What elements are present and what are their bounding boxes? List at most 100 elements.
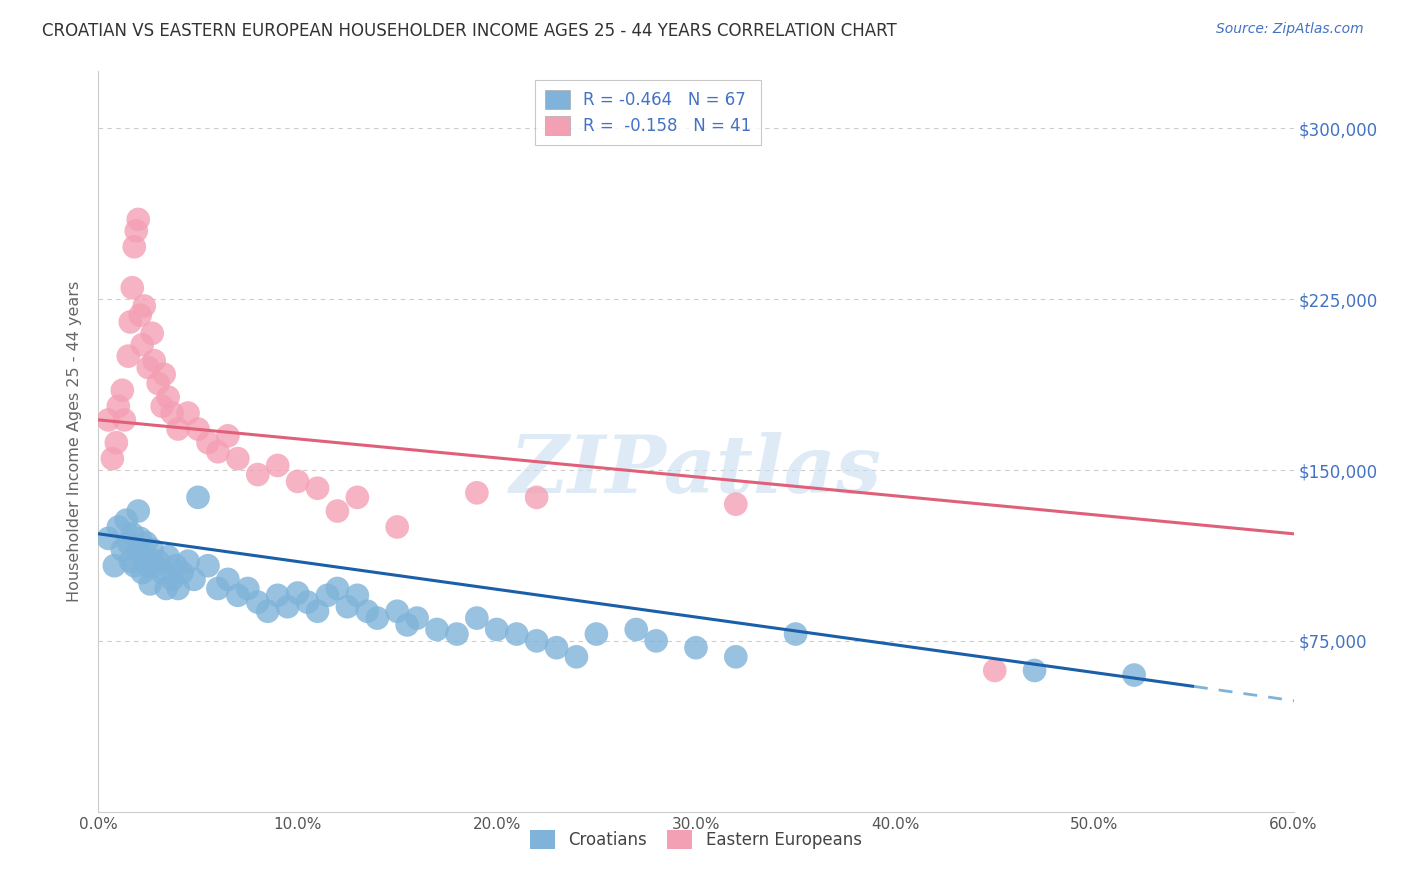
Point bbox=[385, 520, 409, 534]
Point bbox=[136, 360, 159, 375]
Point bbox=[546, 640, 568, 655]
Point bbox=[105, 435, 128, 450]
Point bbox=[326, 582, 349, 596]
Text: Source: ZipAtlas.com: Source: ZipAtlas.com bbox=[1216, 22, 1364, 37]
Text: CROATIAN VS EASTERN EUROPEAN HOUSEHOLDER INCOME AGES 25 - 44 YEARS CORRELATION C: CROATIAN VS EASTERN EUROPEAN HOUSEHOLDER… bbox=[42, 22, 897, 40]
Point bbox=[143, 353, 166, 368]
Point bbox=[150, 566, 173, 580]
Point bbox=[197, 558, 219, 573]
Point bbox=[111, 542, 134, 557]
Point bbox=[141, 542, 163, 557]
Point bbox=[157, 549, 180, 564]
Point bbox=[129, 308, 152, 322]
Point bbox=[336, 599, 359, 614]
Point bbox=[135, 536, 157, 550]
Point bbox=[207, 444, 229, 458]
Point bbox=[465, 485, 488, 500]
Point bbox=[107, 399, 129, 413]
Point bbox=[267, 588, 290, 602]
Point bbox=[172, 566, 194, 580]
Point bbox=[207, 582, 229, 596]
Point bbox=[287, 475, 309, 489]
Point bbox=[97, 532, 120, 546]
Point bbox=[117, 536, 139, 550]
Text: ZIPatlas: ZIPatlas bbox=[510, 433, 882, 510]
Point bbox=[1024, 664, 1046, 678]
Point bbox=[165, 558, 187, 573]
Point bbox=[120, 315, 142, 329]
Point bbox=[465, 611, 488, 625]
Point bbox=[117, 349, 139, 363]
Point bbox=[183, 573, 205, 587]
Point bbox=[134, 549, 156, 564]
Point bbox=[396, 618, 419, 632]
Point bbox=[724, 649, 747, 664]
Point bbox=[626, 623, 648, 637]
Point bbox=[307, 481, 329, 495]
Point bbox=[139, 577, 162, 591]
Point bbox=[585, 627, 607, 641]
Point bbox=[526, 491, 548, 505]
Point bbox=[107, 520, 129, 534]
Point bbox=[187, 422, 209, 436]
Point bbox=[197, 435, 219, 450]
Point bbox=[287, 586, 309, 600]
Point bbox=[187, 491, 209, 505]
Point bbox=[226, 451, 249, 466]
Point bbox=[267, 458, 290, 473]
Point bbox=[316, 588, 339, 602]
Point bbox=[131, 566, 153, 580]
Y-axis label: Householder Income Ages 25 - 44 years: Householder Income Ages 25 - 44 years bbox=[67, 281, 83, 602]
Point bbox=[485, 623, 508, 637]
Point bbox=[346, 588, 368, 602]
Point bbox=[236, 582, 259, 596]
Point bbox=[246, 467, 269, 482]
Point bbox=[297, 595, 319, 609]
Point bbox=[406, 611, 429, 625]
Point bbox=[153, 368, 176, 382]
Point bbox=[150, 399, 173, 413]
Point bbox=[307, 604, 329, 618]
Point bbox=[129, 532, 152, 546]
Point bbox=[326, 504, 349, 518]
Point bbox=[277, 599, 299, 614]
Point bbox=[103, 558, 125, 573]
Point bbox=[526, 633, 548, 648]
Point bbox=[167, 422, 190, 436]
Point bbox=[217, 573, 239, 587]
Point bbox=[97, 413, 120, 427]
Point bbox=[1123, 668, 1146, 682]
Point bbox=[366, 611, 388, 625]
Point bbox=[506, 627, 529, 641]
Point bbox=[101, 451, 124, 466]
Point bbox=[148, 376, 170, 391]
Point bbox=[246, 595, 269, 609]
Point bbox=[121, 526, 143, 541]
Point bbox=[131, 337, 153, 351]
Point bbox=[356, 604, 378, 618]
Point bbox=[124, 558, 146, 573]
Point bbox=[177, 406, 200, 420]
Point bbox=[346, 491, 368, 505]
Point bbox=[645, 633, 668, 648]
Point bbox=[256, 604, 278, 618]
Point bbox=[136, 558, 159, 573]
Point bbox=[112, 413, 135, 427]
Point bbox=[111, 384, 134, 398]
Point bbox=[177, 554, 200, 568]
Point bbox=[127, 542, 149, 557]
Point bbox=[426, 623, 449, 637]
Legend: Croatians, Eastern Europeans: Croatians, Eastern Europeans bbox=[520, 820, 872, 859]
Point bbox=[148, 554, 170, 568]
Point bbox=[984, 664, 1007, 678]
Point bbox=[685, 640, 707, 655]
Point bbox=[226, 588, 249, 602]
Point bbox=[157, 390, 180, 404]
Point bbox=[167, 582, 190, 596]
Point bbox=[160, 406, 183, 420]
Point bbox=[120, 554, 142, 568]
Point bbox=[155, 582, 177, 596]
Point bbox=[125, 224, 148, 238]
Point bbox=[446, 627, 468, 641]
Point bbox=[160, 573, 183, 587]
